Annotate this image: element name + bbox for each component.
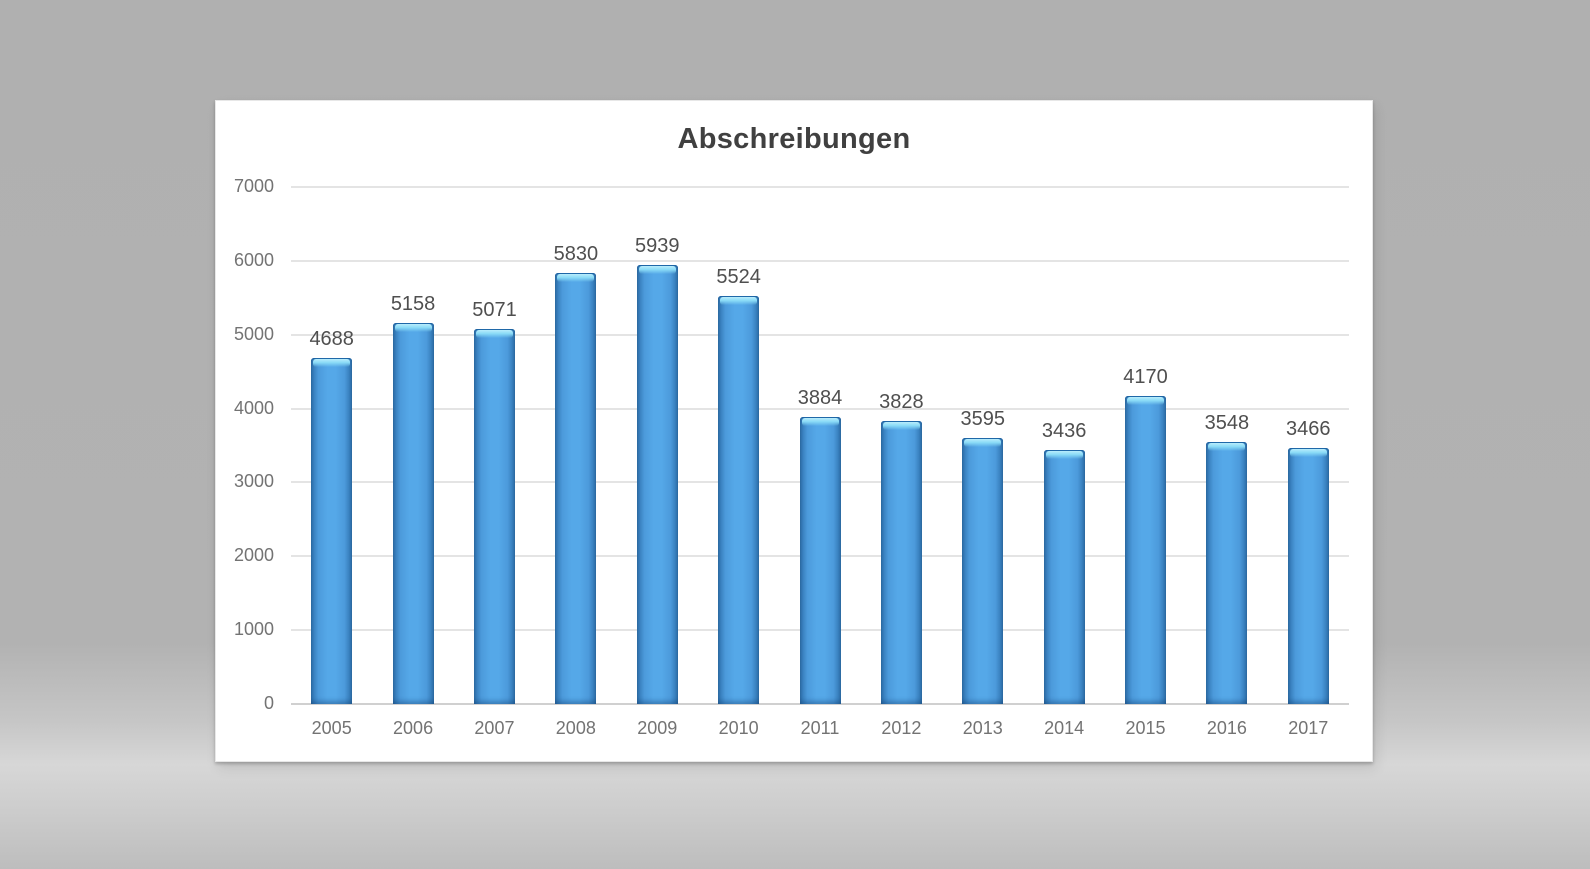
bar-2006 bbox=[392, 323, 434, 704]
bar-2014 bbox=[1043, 450, 1085, 704]
bar-gloss bbox=[638, 266, 676, 275]
value-label-2016: 3548 bbox=[1204, 411, 1250, 434]
bar-gloss bbox=[1045, 451, 1083, 460]
x-tick-label-2016: 2016 bbox=[1206, 718, 1247, 738]
y-tick-label-6000: 6000 bbox=[233, 249, 274, 270]
y-tick-label-0: 0 bbox=[263, 693, 274, 713]
bar-2005 bbox=[311, 357, 353, 704]
bar-gloss bbox=[394, 324, 432, 333]
gridline-0 bbox=[291, 703, 1349, 705]
y-tick-label-3000: 3000 bbox=[233, 471, 274, 492]
bar-2010 bbox=[718, 296, 760, 704]
value-label-2014: 3436 bbox=[1041, 420, 1087, 443]
y-tick-label-2000: 2000 bbox=[233, 545, 274, 566]
plot-area bbox=[291, 186, 1349, 705]
gridline-6000 bbox=[291, 259, 1349, 262]
bar-2017 bbox=[1287, 448, 1329, 704]
gridline-4000 bbox=[291, 407, 1349, 410]
gridline-7000 bbox=[291, 186, 1349, 188]
bar-gloss bbox=[313, 358, 351, 367]
bar-gloss bbox=[475, 330, 513, 339]
value-label-2013: 3595 bbox=[960, 408, 1006, 431]
gridline-5000 bbox=[291, 333, 1349, 336]
x-tick-label-2009: 2009 bbox=[637, 718, 678, 738]
x-tick-label-2010: 2010 bbox=[718, 718, 759, 738]
y-tick-label-1000: 1000 bbox=[233, 619, 274, 640]
bar-gloss bbox=[1127, 397, 1165, 406]
value-label-2012: 3828 bbox=[879, 391, 924, 414]
bar-gloss bbox=[964, 439, 1002, 448]
bar-2009 bbox=[636, 265, 678, 704]
x-tick-label-2011: 2011 bbox=[800, 718, 840, 738]
x-tick-label-2012: 2012 bbox=[881, 718, 922, 738]
y-tick-label-4000: 4000 bbox=[233, 397, 274, 418]
bar-gloss bbox=[882, 422, 920, 431]
value-label-2011: 3884 bbox=[797, 387, 843, 410]
value-label-2017: 3466 bbox=[1286, 418, 1331, 440]
value-label-2007: 5071 bbox=[472, 299, 517, 322]
y-tick-label-5000: 5000 bbox=[233, 323, 274, 344]
y-tick-label-7000: 7000 bbox=[233, 176, 274, 196]
bar-2016 bbox=[1206, 441, 1248, 704]
bar-gloss bbox=[801, 418, 839, 427]
bar-gloss bbox=[1208, 442, 1246, 451]
value-label-2006: 5158 bbox=[390, 293, 436, 316]
bar-2007 bbox=[473, 329, 515, 704]
x-tick-label-2014: 2014 bbox=[1044, 718, 1085, 738]
bar-2015 bbox=[1125, 396, 1167, 704]
x-tick-label-2015: 2015 bbox=[1125, 718, 1166, 738]
value-label-2010: 5524 bbox=[716, 266, 761, 288]
chart-panel: Abschreibungen 0 1000 2000 3000 4000 5000 6000… bbox=[215, 100, 1373, 762]
bar-2008 bbox=[555, 273, 597, 704]
value-label-2008: 5830 bbox=[553, 243, 599, 266]
x-tick-label-2017: 2017 bbox=[1288, 718, 1329, 738]
x-tick-label-2008: 2008 bbox=[555, 718, 596, 738]
value-label-2015: 4170 bbox=[1123, 366, 1168, 389]
bar-gloss bbox=[720, 297, 758, 305]
bar-2012 bbox=[880, 421, 922, 704]
chart-title: Abschreibungen bbox=[677, 123, 911, 155]
x-tick-label-2006: 2006 bbox=[393, 718, 434, 738]
bar-2011 bbox=[799, 417, 841, 704]
value-label-2005: 4688 bbox=[309, 327, 354, 350]
x-tick-label-2005: 2005 bbox=[311, 718, 352, 738]
bar-gloss bbox=[557, 274, 595, 283]
x-tick-label-2013: 2013 bbox=[962, 718, 1003, 738]
value-label-2009: 5939 bbox=[634, 235, 680, 258]
x-tick-label-2007: 2007 bbox=[474, 718, 515, 738]
bar-gloss bbox=[1289, 449, 1327, 457]
bar-2013 bbox=[962, 438, 1004, 704]
